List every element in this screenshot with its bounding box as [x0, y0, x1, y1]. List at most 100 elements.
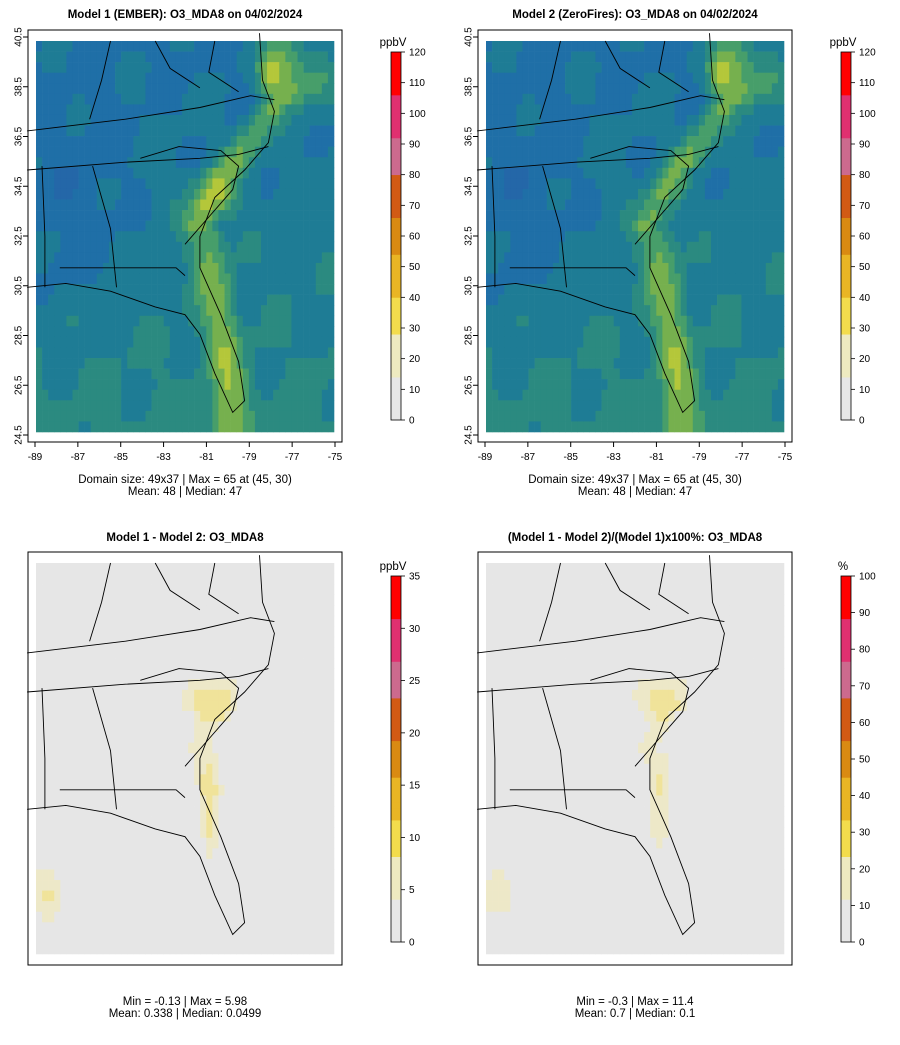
heatmap-cell [492, 389, 499, 401]
heatmap-cell [151, 658, 158, 669]
heatmap-cell [230, 594, 237, 606]
heatmap-cell [613, 400, 621, 412]
heatmap-cell [668, 358, 675, 369]
heatmap-cell [285, 157, 292, 169]
heatmap-cell [723, 157, 730, 169]
heatmap-cell [200, 389, 207, 401]
heatmap-cell [601, 93, 608, 105]
heatmap-cell [218, 273, 225, 285]
heatmap-cell [285, 389, 292, 401]
heatmap-cell [522, 104, 529, 116]
heatmap-cell [291, 146, 298, 158]
heatmap-cell [552, 294, 560, 306]
heatmap-cell [698, 41, 706, 52]
colorbar-tick-label: 110 [409, 78, 425, 89]
heatmap-cell [522, 157, 529, 169]
heatmap-cell [577, 284, 584, 295]
heatmap-cell [206, 410, 213, 422]
heatmap-cell [102, 210, 110, 221]
heatmap-cell [729, 104, 736, 116]
heatmap-cell [267, 136, 274, 147]
heatmap-cell [656, 93, 663, 105]
heatmap-cell [60, 347, 67, 359]
heatmap-cell [540, 125, 548, 137]
heatmap-cell [267, 146, 274, 158]
heatmap-cell [145, 104, 152, 116]
heatmap-cell [212, 178, 219, 190]
heatmap-cell [254, 742, 262, 754]
heatmap-cell [656, 72, 663, 84]
heatmap-cell [66, 710, 73, 722]
heatmap-cell [212, 114, 219, 126]
heatmap-cell [607, 326, 615, 338]
heatmap-cell [315, 358, 323, 369]
heatmap-cell [242, 410, 250, 422]
heatmap-cell [218, 647, 225, 659]
heatmap-cell [309, 199, 317, 211]
heatmap-cell [145, 284, 152, 295]
heatmap-cell [145, 188, 152, 200]
heatmap-cell [242, 658, 250, 669]
heatmap-cell [194, 62, 201, 74]
heatmap-cell [54, 51, 61, 63]
heatmap-cell [571, 358, 578, 369]
heatmap-cell [552, 389, 560, 401]
heatmap-cell [230, 753, 237, 765]
heatmap-cell [66, 689, 73, 701]
heatmap-cell [151, 284, 158, 295]
colorbar-swatch [841, 303, 851, 310]
heatmap-cell [218, 72, 225, 84]
heatmap-cell [188, 647, 195, 659]
heatmap-cell [589, 315, 596, 327]
heatmap-cell [510, 83, 517, 95]
heatmap-cell [711, 410, 718, 422]
heatmap-cell [133, 700, 140, 712]
heatmap-cell [133, 626, 140, 638]
heatmap-cell [254, 763, 262, 775]
heatmap-cell [224, 188, 231, 200]
heatmap-cell [218, 421, 225, 433]
heatmap-cell [194, 347, 201, 359]
heatmap-cell [157, 605, 165, 617]
heatmap-cell [692, 41, 700, 52]
heatmap-cell [717, 41, 724, 52]
heatmap-cell [254, 784, 262, 796]
heatmap-cell [236, 421, 244, 433]
heatmap-cell [157, 104, 165, 116]
heatmap-cell [175, 284, 183, 295]
heatmap-cell [540, 51, 548, 63]
heatmap-cell [504, 368, 511, 380]
heatmap-cell [704, 188, 712, 200]
heatmap-cell [522, 51, 529, 63]
heatmap-cell [583, 368, 590, 380]
heatmap-cell [571, 262, 578, 274]
heatmap-cell [139, 231, 146, 243]
heatmap-cell [267, 231, 274, 243]
heatmap-cell [571, 136, 578, 147]
heatmap-cell [218, 594, 225, 606]
heatmap-cell [619, 368, 627, 380]
heatmap-cell [279, 83, 286, 95]
heatmap-cell [261, 615, 268, 627]
heatmap-cell [273, 689, 280, 701]
heatmap-cell [175, 647, 183, 659]
colorbar-tick-label: 0 [859, 416, 865, 427]
heatmap-cell [72, 104, 79, 116]
heatmap-cell [516, 210, 523, 221]
heatmap-cell [315, 742, 323, 754]
heatmap-cell [36, 125, 43, 137]
heatmap-cell [163, 368, 171, 380]
colorbar-swatch [391, 101, 401, 108]
heatmap-cell [188, 104, 195, 116]
heatmap-cell [78, 72, 85, 84]
heatmap-cell [674, 305, 681, 317]
heatmap-cell [777, 326, 785, 338]
heatmap-cell [540, 136, 548, 147]
heatmap-cell [242, 178, 250, 190]
heatmap-cell [54, 795, 61, 807]
heatmap-cell [625, 421, 633, 433]
heatmap-cell [717, 284, 724, 295]
heatmap-cell [54, 742, 61, 754]
colorbar-swatch [391, 223, 401, 231]
heatmap-cell [321, 188, 329, 200]
